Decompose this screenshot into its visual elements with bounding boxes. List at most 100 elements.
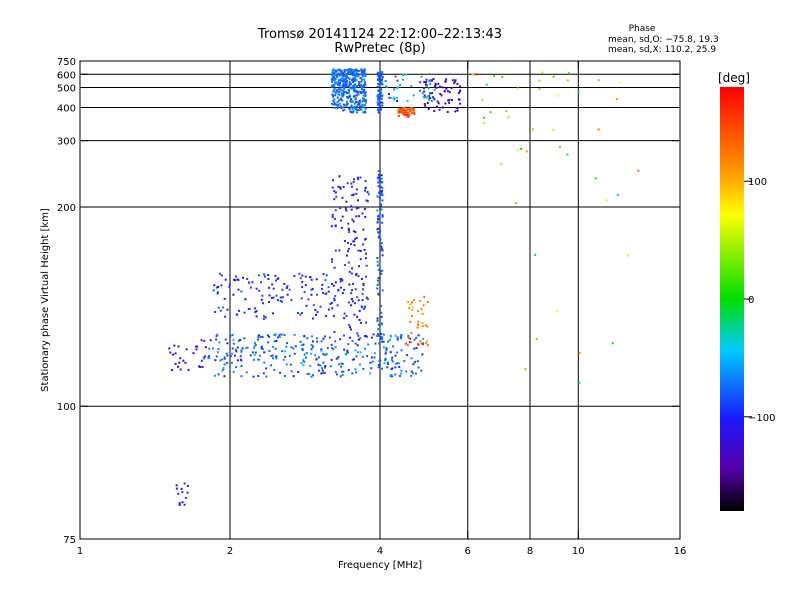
data-point: [377, 366, 380, 369]
data-point: [380, 315, 383, 318]
data-point: [422, 304, 425, 307]
data-point: [327, 290, 330, 293]
data-point: [577, 91, 580, 94]
data-point: [380, 174, 383, 177]
data-point: [331, 347, 334, 350]
y-tick-label: 300: [57, 137, 76, 148]
data-point: [310, 352, 313, 355]
data-point: [377, 89, 380, 92]
data-point: [230, 361, 233, 364]
data-point: [381, 199, 384, 202]
data-point: [319, 364, 322, 367]
data-point: [447, 99, 450, 102]
data-point: [181, 491, 184, 494]
data-point: [361, 75, 364, 78]
data-point: [232, 293, 235, 296]
data-point: [177, 345, 180, 348]
data-point: [221, 369, 224, 372]
data-point: [245, 371, 248, 374]
data-point: [413, 111, 416, 114]
data-point: [362, 106, 365, 109]
data-point: [341, 374, 344, 377]
data-point: [364, 94, 367, 97]
data-point: [538, 87, 541, 90]
data-point: [355, 101, 358, 104]
data-point: [355, 79, 358, 82]
data-point: [299, 277, 302, 280]
data-point: [358, 99, 361, 102]
data-point: [396, 362, 399, 365]
data-point: [327, 286, 330, 289]
data-point: [363, 70, 366, 73]
data-point: [408, 107, 411, 110]
data-point: [332, 74, 335, 77]
data-point: [172, 353, 175, 356]
data-point: [235, 366, 238, 369]
data-point: [219, 309, 222, 312]
data-point: [330, 225, 333, 228]
data-point: [315, 313, 318, 316]
data-point: [410, 370, 413, 373]
data-point: [352, 240, 355, 243]
data-point: [353, 107, 356, 110]
data-point: [224, 315, 227, 318]
data-point: [358, 108, 361, 111]
data-point: [351, 68, 354, 71]
data-point: [398, 375, 401, 378]
data-point: [422, 342, 425, 345]
data-point: [330, 85, 333, 88]
data-point: [177, 365, 180, 368]
data-point: [175, 484, 178, 487]
data-point: [348, 84, 351, 87]
data-point: [347, 71, 350, 74]
data-point: [346, 254, 349, 257]
data-point: [226, 354, 229, 357]
data-point: [174, 352, 177, 355]
data-point: [616, 98, 619, 101]
data-point: [251, 351, 254, 354]
data-point: [409, 341, 412, 344]
data-point: [407, 300, 410, 303]
data-point: [410, 84, 413, 87]
data-point: [301, 280, 304, 283]
data-point: [568, 72, 571, 75]
data-point: [342, 370, 345, 373]
data-point: [355, 371, 358, 374]
data-point: [288, 354, 291, 357]
data-point: [356, 332, 359, 335]
data-point: [263, 351, 266, 354]
data-point: [566, 79, 569, 82]
data-point: [381, 340, 384, 343]
data-point: [387, 363, 390, 366]
data-point: [339, 72, 342, 75]
data-point: [379, 359, 382, 362]
data-point: [293, 333, 296, 336]
data-point: [320, 348, 323, 351]
data-point: [268, 294, 271, 297]
data-point: [236, 346, 239, 349]
data-point: [516, 149, 519, 152]
data-point: [376, 101, 379, 104]
data-point: [319, 305, 322, 308]
data-point: [422, 96, 425, 99]
data-point: [356, 90, 359, 93]
data-point: [288, 288, 291, 291]
data-point: [337, 185, 340, 188]
data-point: [377, 176, 380, 179]
data-point: [377, 292, 380, 295]
data-point: [292, 375, 295, 378]
data-point: [379, 238, 382, 241]
data-point: [318, 369, 321, 372]
data-point: [198, 365, 201, 368]
data-point: [412, 298, 415, 301]
data-point: [245, 347, 248, 350]
data-point: [379, 92, 382, 95]
data-point: [380, 78, 383, 81]
data-point: [355, 355, 358, 358]
y-tick-label: 500: [57, 84, 76, 95]
data-point: [428, 98, 431, 101]
data-point: [338, 83, 341, 86]
data-point: [200, 359, 203, 362]
data-point: [208, 355, 211, 358]
data-point: [384, 357, 387, 360]
